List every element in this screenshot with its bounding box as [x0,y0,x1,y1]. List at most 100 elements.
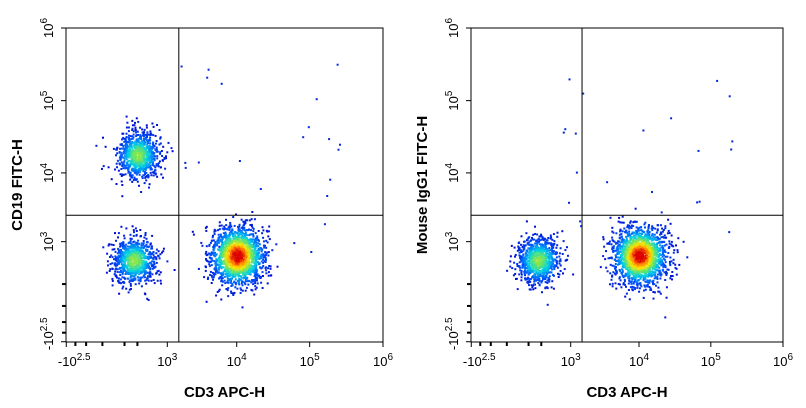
scatter-point [134,274,137,277]
scatter-point [105,271,108,274]
scatter-point [139,277,142,280]
scatter-point [113,258,115,261]
scatter-point [238,271,241,274]
scatter-point [530,256,533,259]
scatter-point [143,150,145,153]
scatter-point [523,272,526,275]
scatter-point [226,253,228,256]
scatter-point [136,147,139,150]
scatter-point [234,253,237,256]
scatter-point [245,266,248,269]
scatter-point [214,243,217,246]
scatter-point [553,242,556,245]
scatter-point [537,249,540,252]
scatter-point [240,241,243,244]
scatter-point [124,277,126,280]
scatter-point [127,163,130,166]
scatter-point [127,126,130,129]
scatter-point [165,155,167,158]
scatter-point [238,283,241,286]
scatter-point [122,263,125,266]
scatter-point [113,248,116,251]
scatter-point [230,279,232,282]
scatter-point [226,266,229,269]
scatter-point [238,223,241,226]
scatter-point [133,124,136,127]
scatter-point [546,265,548,268]
scatter-point [258,257,261,260]
scatter-point [253,272,256,274]
scatter-point [520,235,523,238]
scatter-point [534,275,537,278]
scatter-point [235,238,238,241]
scatter-point [238,160,241,162]
scatter-point [222,244,225,247]
scatter-point [238,244,241,247]
scatter-point [232,232,235,235]
scatter-point [147,245,150,248]
scatter-point [646,275,649,278]
scatter-point [524,252,527,255]
scatter-point [123,234,126,237]
scatter-point [534,277,537,280]
scatter-point [236,242,239,245]
scatter-point [135,258,138,261]
scatter-point [522,254,525,257]
scatter-point [260,250,263,253]
scatter-point [132,164,135,167]
scatter-point [614,263,617,265]
scatter-point [145,162,148,165]
scatter-point [220,277,223,280]
scatter-point [654,268,657,271]
scatter-point [121,163,124,165]
scatter-point [124,156,127,159]
scatter-point [253,261,256,264]
scatter-point [135,145,137,148]
scatter-point [135,139,138,142]
scatter-point [268,225,271,228]
scatter-point [151,171,154,174]
scatter-point [541,257,544,260]
scatter-point [233,255,235,258]
scatter-point [535,239,538,242]
scatter-point [531,236,533,239]
scatter-point [129,147,132,150]
scatter-point [137,168,140,171]
scatter-point [121,132,124,135]
scatter-point [260,256,263,259]
scatter-point [152,265,155,267]
scatter-point [147,133,150,136]
scatter-point [147,275,149,278]
scatter-point [256,254,259,257]
scatter-point [228,260,231,263]
scatter-point [527,272,530,275]
scatter-point [134,244,137,247]
scatter-point [611,247,614,250]
scatter-point [224,231,227,234]
scatter-point [221,253,224,256]
scatter-point [663,254,666,257]
scatter-point [135,246,138,249]
scatter-point [116,260,119,263]
scatter-point [534,233,537,235]
scatter-point [242,240,245,243]
scatter-point [550,255,553,258]
scatter-point [137,152,140,155]
scatter-point [118,251,121,254]
scatter-point [541,259,544,262]
scatter-point [128,246,131,249]
scatter-point [524,274,527,277]
scatter-point [145,147,148,150]
scatter-point [142,252,145,255]
scatter-point [540,257,542,259]
scatter-point [243,245,246,248]
scatter-point [525,263,528,266]
scatter-point [134,277,137,280]
scatter-point [136,171,139,174]
scatter-point [564,259,567,262]
scatter-point [551,259,554,261]
scatter-point [566,246,568,249]
scatter-point [141,262,144,265]
scatter-point [122,269,125,272]
